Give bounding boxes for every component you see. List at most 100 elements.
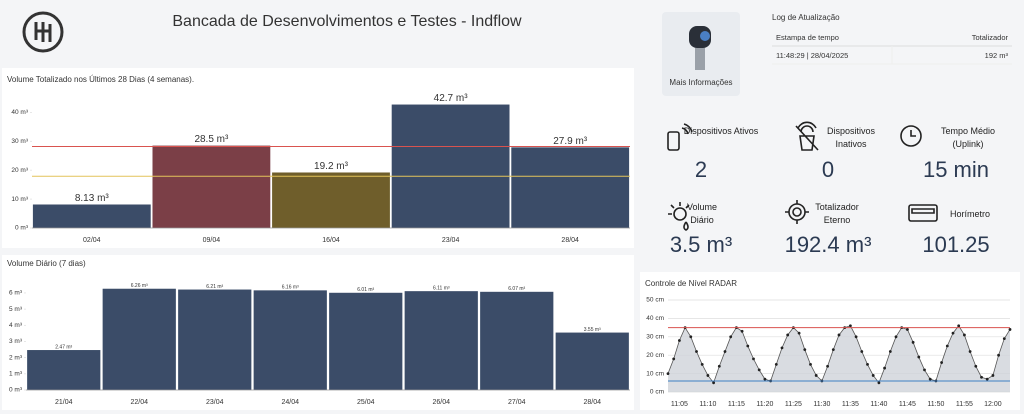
point	[894, 335, 898, 339]
value-label: 6.26 m³	[131, 283, 148, 289]
point	[945, 344, 949, 348]
x-tick-label: 11:30	[813, 401, 830, 408]
y-tick-label: 50 cm	[646, 297, 664, 304]
value-label: 6.01 m³	[357, 287, 374, 293]
stat-value: 2	[694, 157, 708, 182]
bar	[32, 204, 151, 228]
x-tick-label: 23/04	[442, 237, 460, 244]
point	[757, 368, 761, 372]
x-tick-label: 16/04	[322, 237, 340, 244]
y-tick-label: 6 m³	[9, 290, 23, 297]
point	[717, 364, 721, 368]
x-tick-label: 11:05	[671, 401, 688, 408]
point	[906, 328, 909, 331]
value-label: 28.5 m³	[194, 134, 229, 145]
value-label: 2.47 m³	[55, 344, 72, 350]
value-label: 8.13 m³	[75, 193, 110, 204]
point	[723, 350, 727, 353]
point	[729, 335, 733, 339]
value-label: 42.7 m³	[434, 93, 469, 104]
stat-label: Dispositivos Inativos	[826, 126, 875, 149]
point	[746, 344, 750, 348]
point	[786, 333, 790, 337]
x-tick-label: 09/04	[203, 237, 221, 244]
point	[860, 350, 864, 353]
point	[752, 357, 755, 361]
chart-title: Volume Diário (7 dias)	[7, 259, 86, 268]
x-tick-label: 11:25	[785, 401, 802, 408]
x-tick-label: 26/04	[432, 399, 450, 406]
point	[797, 331, 801, 335]
point	[700, 363, 704, 366]
log-title: Log de Atualização	[772, 13, 840, 22]
point	[917, 355, 921, 359]
x-tick-label: 24/04	[281, 399, 299, 406]
page-title: Bancada de Desenvolvimentos e Testes - I…	[172, 13, 522, 30]
y-tick-label: 30 cm	[646, 334, 664, 341]
point	[866, 363, 869, 366]
point	[963, 333, 966, 337]
log-cell: 192 m³	[985, 51, 1009, 60]
bar	[27, 350, 101, 390]
x-tick-label: 25/04	[357, 399, 375, 406]
y-tick-label: 3 m³	[9, 338, 23, 345]
point	[968, 350, 972, 353]
y-tick-label: 0 m³	[15, 225, 29, 232]
x-tick-label: 12:00	[984, 401, 1002, 408]
x-tick-label: 11:55	[956, 401, 973, 408]
bar	[391, 104, 510, 228]
point	[1002, 337, 1006, 341]
bar	[152, 145, 271, 228]
y-tick-label: 10 cm	[646, 370, 664, 377]
log-header: Totalizador	[972, 33, 1009, 42]
y-tick-label: 1 m³	[9, 371, 23, 378]
y-tick-label: 4 m³	[9, 322, 23, 329]
x-tick-label: 11:10	[699, 401, 716, 408]
stat-label: Dispositivos Ativos	[683, 126, 759, 136]
stat-label: Totalizador Eterno	[815, 202, 859, 225]
point	[1008, 328, 1012, 331]
value-label: 6.16 m³	[282, 285, 299, 291]
bar	[329, 292, 403, 390]
y-tick-label: 5 m³	[9, 306, 23, 313]
value-label: 6.07 m³	[508, 286, 525, 292]
point	[951, 331, 955, 335]
point	[706, 374, 710, 377]
x-tick-label: 27/04	[508, 399, 526, 406]
device-link[interactable]: Mais Informações	[669, 78, 732, 87]
stat-value: 3.5 m³	[669, 232, 733, 257]
stat-value: 15 min	[922, 157, 990, 182]
stat-value: 101.25	[922, 232, 990, 257]
bar	[404, 291, 478, 390]
point	[740, 329, 744, 333]
value-label: 6.11 m³	[433, 285, 450, 291]
point	[991, 374, 995, 377]
point	[957, 324, 961, 328]
stat-label: Volume Diário	[686, 202, 718, 225]
point	[666, 372, 670, 375]
point	[837, 333, 841, 337]
y-tick-label: 0 m³	[9, 387, 23, 394]
value-label: 19.2 m³	[314, 161, 349, 172]
bar	[480, 291, 554, 390]
value-label: 3.55 m³	[584, 327, 601, 333]
point	[809, 363, 812, 366]
y-tick-label: 10 m³	[11, 196, 28, 203]
x-tick-label: 02/04	[83, 237, 101, 244]
point	[780, 346, 784, 350]
y-tick-label: 2 m³	[9, 354, 23, 361]
logo	[22, 11, 64, 53]
point	[831, 348, 835, 352]
point	[923, 368, 926, 372]
y-tick-label: 40 m³	[11, 109, 28, 116]
log-cell: 11:48:29 | 28/04/2025	[776, 51, 848, 60]
point	[814, 374, 818, 377]
bar	[511, 147, 630, 228]
point	[849, 324, 852, 328]
point	[888, 350, 892, 353]
point	[985, 377, 989, 381]
point	[712, 381, 715, 385]
area	[668, 325, 1010, 392]
bar	[102, 288, 176, 390]
